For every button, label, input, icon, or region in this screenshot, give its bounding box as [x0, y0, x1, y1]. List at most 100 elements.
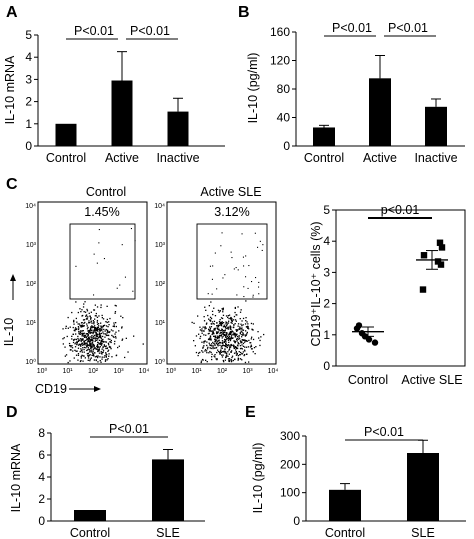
facs-event-active-sle	[228, 335, 231, 338]
facs-event-control	[108, 344, 110, 346]
facs-event-control	[72, 333, 74, 335]
facs-event-control	[103, 324, 106, 326]
facs-event-control	[87, 316, 89, 318]
facs-event-control	[82, 325, 84, 328]
panel-c-control-point	[365, 336, 373, 343]
facs-event-active-sle	[243, 286, 245, 288]
facs-event-active-sle	[203, 320, 206, 322]
facs-event-control	[102, 346, 104, 349]
facs-event-active-sle	[237, 359, 239, 361]
facs-event-control	[107, 349, 110, 351]
facs-event-active-sle	[243, 354, 245, 357]
facs-event-active-sle	[252, 338, 255, 341]
facs-event-active-sle	[223, 361, 225, 363]
facs-event-control	[96, 319, 99, 322]
facs-event-control	[99, 356, 101, 358]
facs-event-active-sle	[250, 345, 253, 348]
facs-event-control	[74, 327, 77, 329]
facs-event-control	[83, 332, 85, 334]
facs-event-active-sle	[217, 331, 219, 333]
facs-event-active-sle	[214, 356, 216, 358]
facs-event-active-sle	[244, 361, 247, 364]
facs-xtick-label: 10⁴	[268, 368, 279, 375]
facs-event-active-sle	[213, 342, 215, 345]
facs-event-active-sle	[203, 330, 205, 332]
facs-event-active-sle	[247, 287, 249, 289]
facs-event-control	[99, 336, 102, 339]
facs-event-control	[101, 339, 103, 341]
facs-event-control	[97, 341, 99, 343]
facs-event-active-sle	[242, 332, 244, 334]
facs-event-control	[89, 315, 91, 317]
facs-event-active-sle	[220, 347, 222, 349]
facs-event-control	[92, 350, 94, 352]
facs-event-active-sle	[232, 331, 234, 333]
facs-event-active-sle	[240, 341, 242, 343]
facs-event-control	[104, 333, 107, 335]
facs-event-control	[73, 357, 75, 359]
facs-event-control	[75, 350, 77, 352]
facs-event-active-sle	[209, 330, 211, 332]
facs-event-control	[71, 338, 73, 340]
facs-event-active-sle	[228, 358, 231, 360]
panel-d-category-label: SLE	[156, 526, 180, 539]
facs-event-active-sle	[246, 353, 248, 355]
facs-event-active-sle	[224, 340, 226, 342]
facs-event-active-sle	[213, 323, 215, 325]
facs-event-control	[100, 304, 102, 306]
facs-event-active-sle	[235, 267, 237, 269]
facs-event-control	[79, 339, 81, 341]
facs-event-control	[92, 326, 94, 328]
facs-event-active-sle	[220, 329, 222, 332]
facs-event-active-sle	[235, 351, 237, 353]
facs-event-active-sle	[233, 268, 235, 270]
facs-event-control	[81, 354, 83, 356]
facs-event-control	[96, 316, 99, 318]
facs-event-active-sle	[235, 334, 237, 336]
facs-event-active-sle	[230, 351, 232, 353]
facs-event-control	[78, 344, 80, 346]
facs-xtick-label: 10⁴	[139, 368, 150, 375]
facs-event-control	[87, 355, 89, 357]
panel-label-a: A	[6, 4, 18, 21]
panel-a-ytick-label: 1	[25, 117, 32, 131]
panel-c-ytick-label: 1	[323, 328, 330, 342]
panel-a-ytick-label: 5	[25, 28, 32, 42]
facs-event-active-sle	[225, 323, 227, 325]
facs-event-control	[100, 352, 102, 354]
facs-event-active-sle	[234, 306, 236, 309]
facs-event-active-sle	[204, 326, 206, 328]
facs-event-control	[81, 324, 84, 326]
facs-event-control	[83, 336, 86, 338]
facs-event-control	[91, 347, 93, 349]
facs-event-control	[93, 294, 95, 296]
facs-event-active-sle	[229, 333, 231, 335]
facs-event-control	[93, 347, 95, 350]
facs-event-control	[124, 276, 126, 278]
facs-event-control	[85, 347, 87, 349]
facs-event-control	[81, 349, 83, 351]
facs-event-control	[90, 346, 92, 348]
facs-event-active-sle	[221, 317, 224, 320]
facs-event-active-sle	[221, 308, 223, 310]
facs-event-control	[86, 344, 88, 347]
facs-event-control	[101, 314, 103, 317]
facs-event-active-sle	[225, 325, 227, 328]
facs-event-active-sle	[229, 345, 231, 347]
panel-b-significance-label: P<0.01	[332, 21, 372, 35]
facs-event-active-sle	[234, 334, 236, 336]
facs-event-control	[127, 351, 129, 353]
facs-event-active-sle	[226, 324, 228, 327]
facs-event-control	[78, 327, 80, 329]
facs-event-control	[77, 347, 80, 349]
facs-event-control	[117, 346, 119, 349]
facs-event-active-sle	[227, 315, 229, 317]
facs-event-control	[104, 336, 106, 338]
facs-event-active-sle	[226, 338, 228, 340]
facs-event-active-sle	[229, 339, 232, 342]
facs-event-active-sle	[228, 317, 230, 320]
facs-event-control	[88, 336, 90, 339]
facs-event-active-sle	[209, 329, 211, 331]
facs-event-active-sle	[231, 319, 233, 322]
facs-event-active-sle	[234, 319, 237, 321]
